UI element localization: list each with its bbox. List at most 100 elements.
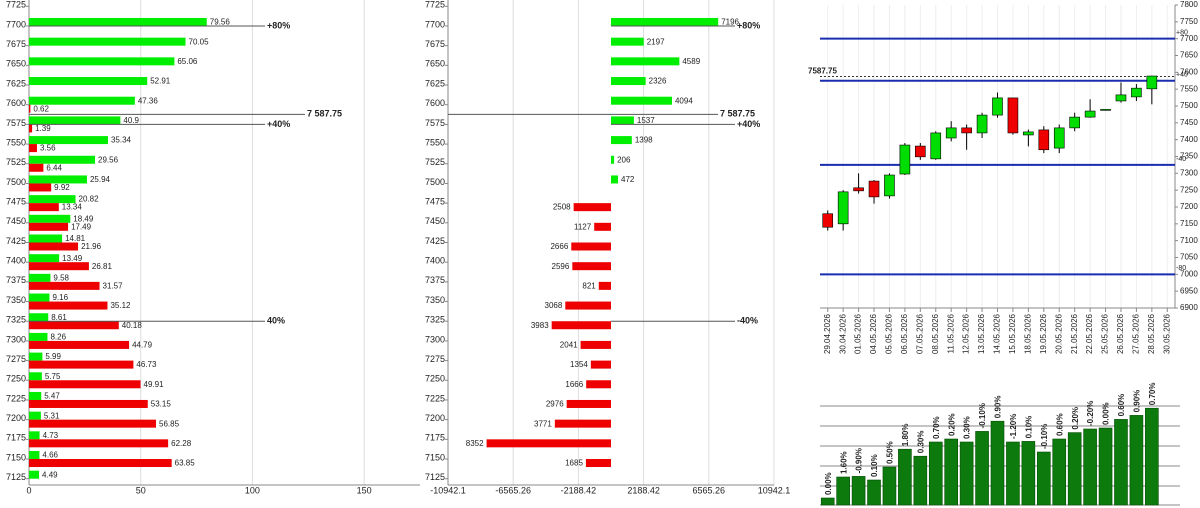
value-label: 79.56: [210, 18, 231, 27]
y-tick-label: 7600: [6, 98, 26, 108]
value-label: 26.81: [92, 262, 113, 271]
bar-annotation: 0.00%: [1102, 402, 1111, 425]
bar-annotation: 0.50%: [886, 441, 895, 464]
value-label: 52.91: [150, 77, 171, 86]
y-tick-label: 7650: [425, 59, 445, 69]
bar: [566, 399, 611, 408]
value-label: 5.99: [45, 352, 61, 361]
x-tick-label: 04.05.2026: [869, 313, 878, 354]
y-tick-label: 7650: [6, 59, 26, 69]
bar: [882, 466, 897, 506]
value-label: 5.47: [44, 392, 60, 401]
y-tick-label: 7525: [6, 157, 26, 167]
value-label: 20.82: [79, 195, 100, 204]
bar: [29, 391, 42, 400]
bar-annotation: 0.20%: [947, 413, 956, 436]
value-label: 53.15: [151, 400, 172, 409]
bar: [29, 234, 63, 243]
value-label: 56.85: [159, 419, 180, 428]
x-tick-label: 14.05.2026: [993, 313, 1002, 354]
value-label: 472: [621, 175, 635, 184]
value-label: 40.9: [123, 116, 139, 125]
bar: [594, 222, 611, 231]
bar: [29, 301, 108, 310]
bar: [820, 497, 835, 506]
bar: [611, 116, 634, 125]
y-tick-label: 7175: [425, 433, 445, 443]
y-tick-label: 7450: [425, 216, 445, 226]
bar: [29, 273, 51, 282]
candle-body: [961, 127, 972, 134]
level-label: +80%: [737, 20, 760, 30]
bar: [29, 321, 119, 330]
value-label: 47.36: [138, 96, 159, 105]
bar: [29, 254, 60, 263]
value-label: 14.81: [65, 234, 86, 243]
bar: [29, 340, 130, 349]
value-label: 4.66: [42, 451, 58, 460]
value-label: 62.28: [171, 439, 192, 448]
bar: [590, 360, 611, 369]
x-tick-label: 15.05.2026: [1008, 313, 1017, 354]
bar-annotation: 0.60%: [1117, 394, 1126, 417]
value-label: 8.61: [51, 313, 67, 322]
bar: [565, 301, 611, 310]
value-label: 65.06: [177, 57, 198, 66]
value-label: 1127: [574, 222, 592, 231]
bar: [29, 203, 59, 212]
candle-body: [899, 144, 911, 175]
bar: [913, 455, 928, 506]
bar-annotation: 0.90%: [1133, 390, 1142, 413]
candle-body: [1084, 110, 1096, 118]
x-tick-label: 20.05.2026: [1054, 313, 1063, 354]
bar: [29, 214, 71, 223]
y-tick-label: 7400: [6, 256, 26, 266]
bar: [29, 399, 148, 408]
x-tick-label: 19.05.2026: [1039, 313, 1048, 354]
bar-annotation: -1.20%: [1009, 414, 1018, 439]
x-tick-label: 06.05.2026: [900, 313, 909, 354]
bar: [571, 242, 611, 251]
candle-body: [945, 127, 957, 139]
x-tick-label: 26.05.2026: [1116, 313, 1125, 354]
candle-body: [930, 132, 942, 160]
bar-annotation: 0.00%: [824, 472, 833, 495]
candle-body: [853, 187, 864, 192]
bar: [611, 17, 719, 26]
value-label: 6.44: [46, 163, 62, 172]
bar: [598, 281, 611, 290]
candle-body: [1053, 127, 1065, 149]
bar: [29, 77, 148, 86]
y-tick-label: 7375: [425, 275, 445, 285]
level-label: +80%: [267, 20, 290, 30]
value-label: 35.12: [110, 301, 131, 310]
bar: [1021, 441, 1036, 506]
value-label: 4589: [682, 57, 700, 66]
level-label: 7 587.75: [720, 109, 755, 119]
reference-label: 7587.75: [808, 67, 837, 76]
value-label: 3983: [531, 321, 549, 330]
y-tick-label: 7425: [425, 236, 445, 246]
bar: [29, 222, 69, 231]
value-label: 35.34: [111, 136, 132, 145]
bar: [611, 96, 672, 105]
bar: [29, 155, 96, 164]
bar-annotation: -0.20%: [1086, 401, 1095, 426]
y-tick-label: 7325: [6, 315, 26, 325]
bar: [1098, 427, 1113, 506]
y-tick-label: 7175: [6, 433, 26, 443]
value-label: 1685: [565, 459, 583, 468]
y-tick-label: 7375: [6, 275, 26, 285]
y-tick-label: 7625: [6, 78, 26, 88]
y-tick-label: 7300: [425, 334, 445, 344]
x-tick-label: 13.05.2026: [977, 313, 986, 354]
x-tick-label: 08.05.2026: [931, 313, 940, 354]
x-tick-label: 01.05.2026: [854, 313, 863, 354]
bar: [1006, 441, 1020, 506]
value-label: 4094: [675, 96, 693, 105]
x-tick-label: 150: [357, 485, 372, 495]
bar-annotation: 0.30%: [916, 431, 925, 454]
x-tick-label: 30.04.2026: [838, 313, 847, 354]
bar: [928, 441, 943, 506]
y-tick-label: 7550: [1180, 84, 1198, 93]
